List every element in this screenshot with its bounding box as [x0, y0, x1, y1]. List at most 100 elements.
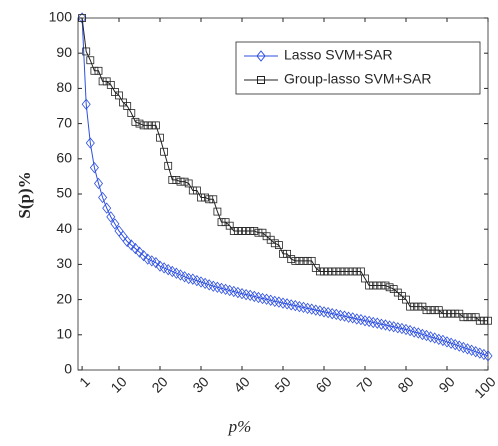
marker: [98, 77, 107, 86]
marker: [94, 66, 103, 75]
y-tick-label: 20: [56, 290, 72, 306]
marker: [385, 320, 395, 332]
marker: [78, 14, 86, 22]
marker: [356, 267, 365, 276]
marker: [192, 186, 201, 195]
marker: [402, 295, 410, 304]
marker: [344, 311, 354, 323]
marker: [369, 281, 378, 290]
marker: [294, 300, 304, 313]
marker: [332, 267, 341, 276]
legend-label: Group-lasso SVM+SAR: [284, 71, 431, 87]
marker: [209, 195, 218, 204]
series-line: [81, 17, 488, 322]
marker: [295, 256, 304, 265]
marker: [426, 306, 435, 315]
marker: [361, 274, 369, 283]
x-tick-label: 40: [230, 373, 252, 395]
marker: [156, 133, 164, 142]
marker: [184, 272, 194, 285]
marker: [327, 308, 337, 320]
marker: [368, 316, 378, 329]
y-axis-label: S(p)%: [15, 171, 34, 218]
y-tick-label: 40: [56, 220, 72, 236]
marker: [134, 246, 145, 258]
marker: [86, 56, 95, 65]
marker: [278, 297, 288, 309]
marker: [319, 306, 329, 318]
marker: [430, 306, 439, 315]
marker: [151, 121, 160, 130]
marker: [106, 211, 116, 223]
marker: [340, 267, 349, 276]
marker: [168, 176, 177, 184]
marker: [130, 242, 140, 255]
x-tick-label: 100: [471, 373, 498, 401]
marker: [291, 256, 300, 265]
marker: [274, 241, 283, 249]
marker: [188, 186, 197, 195]
y-tick-label: 0: [64, 361, 72, 377]
x-tick-label: 90: [435, 373, 457, 395]
marker: [115, 91, 123, 100]
marker: [484, 316, 492, 325]
marker: [422, 306, 431, 315]
marker: [303, 256, 312, 265]
y-tick-label: 30: [56, 255, 72, 271]
marker: [106, 80, 115, 89]
marker: [352, 313, 362, 325]
marker: [122, 235, 132, 248]
marker: [242, 227, 251, 235]
marker: [303, 302, 313, 315]
x-tick-label: 50: [271, 373, 293, 395]
marker: [250, 227, 259, 235]
marker: [102, 202, 112, 214]
marker: [246, 227, 255, 235]
marker: [257, 292, 268, 305]
legend-box: [235, 41, 481, 95]
y-tick-label: 90: [56, 44, 72, 60]
marker: [328, 267, 337, 276]
y-tick-label: 100: [49, 9, 73, 25]
marker: [377, 281, 386, 290]
x-tick-label: 1: [76, 373, 93, 390]
marker: [123, 102, 132, 110]
marker: [287, 255, 296, 264]
marker: [315, 267, 324, 276]
marker: [438, 309, 447, 318]
marker: [238, 227, 246, 235]
marker: [479, 316, 488, 325]
marker: [414, 302, 423, 311]
marker: [135, 119, 144, 128]
marker: [279, 249, 287, 258]
marker: [164, 161, 173, 170]
marker: [348, 267, 357, 276]
marker: [139, 121, 148, 130]
marker: [77, 12, 87, 24]
marker: [82, 47, 91, 56]
y-tick-label: 50: [56, 185, 72, 201]
x-axis-label: p%: [228, 417, 252, 436]
y-tick-label: 60: [56, 150, 72, 166]
x-tick-label: 80: [394, 373, 416, 395]
y-tick-label: 70: [56, 114, 72, 130]
marker: [93, 177, 104, 190]
marker: [311, 304, 321, 316]
marker: [307, 256, 316, 265]
marker: [147, 121, 156, 130]
marker: [143, 121, 152, 130]
series-line: [81, 17, 489, 357]
marker: [376, 318, 386, 330]
marker: [201, 193, 210, 202]
marker: [160, 147, 169, 156]
marker: [344, 267, 353, 276]
marker: [180, 177, 189, 186]
marker: [176, 177, 185, 186]
marker: [81, 98, 91, 110]
marker: [410, 302, 419, 311]
marker: [229, 227, 238, 235]
marker: [85, 137, 95, 149]
marker: [139, 249, 149, 262]
marker: [406, 302, 415, 311]
marker: [451, 309, 460, 318]
